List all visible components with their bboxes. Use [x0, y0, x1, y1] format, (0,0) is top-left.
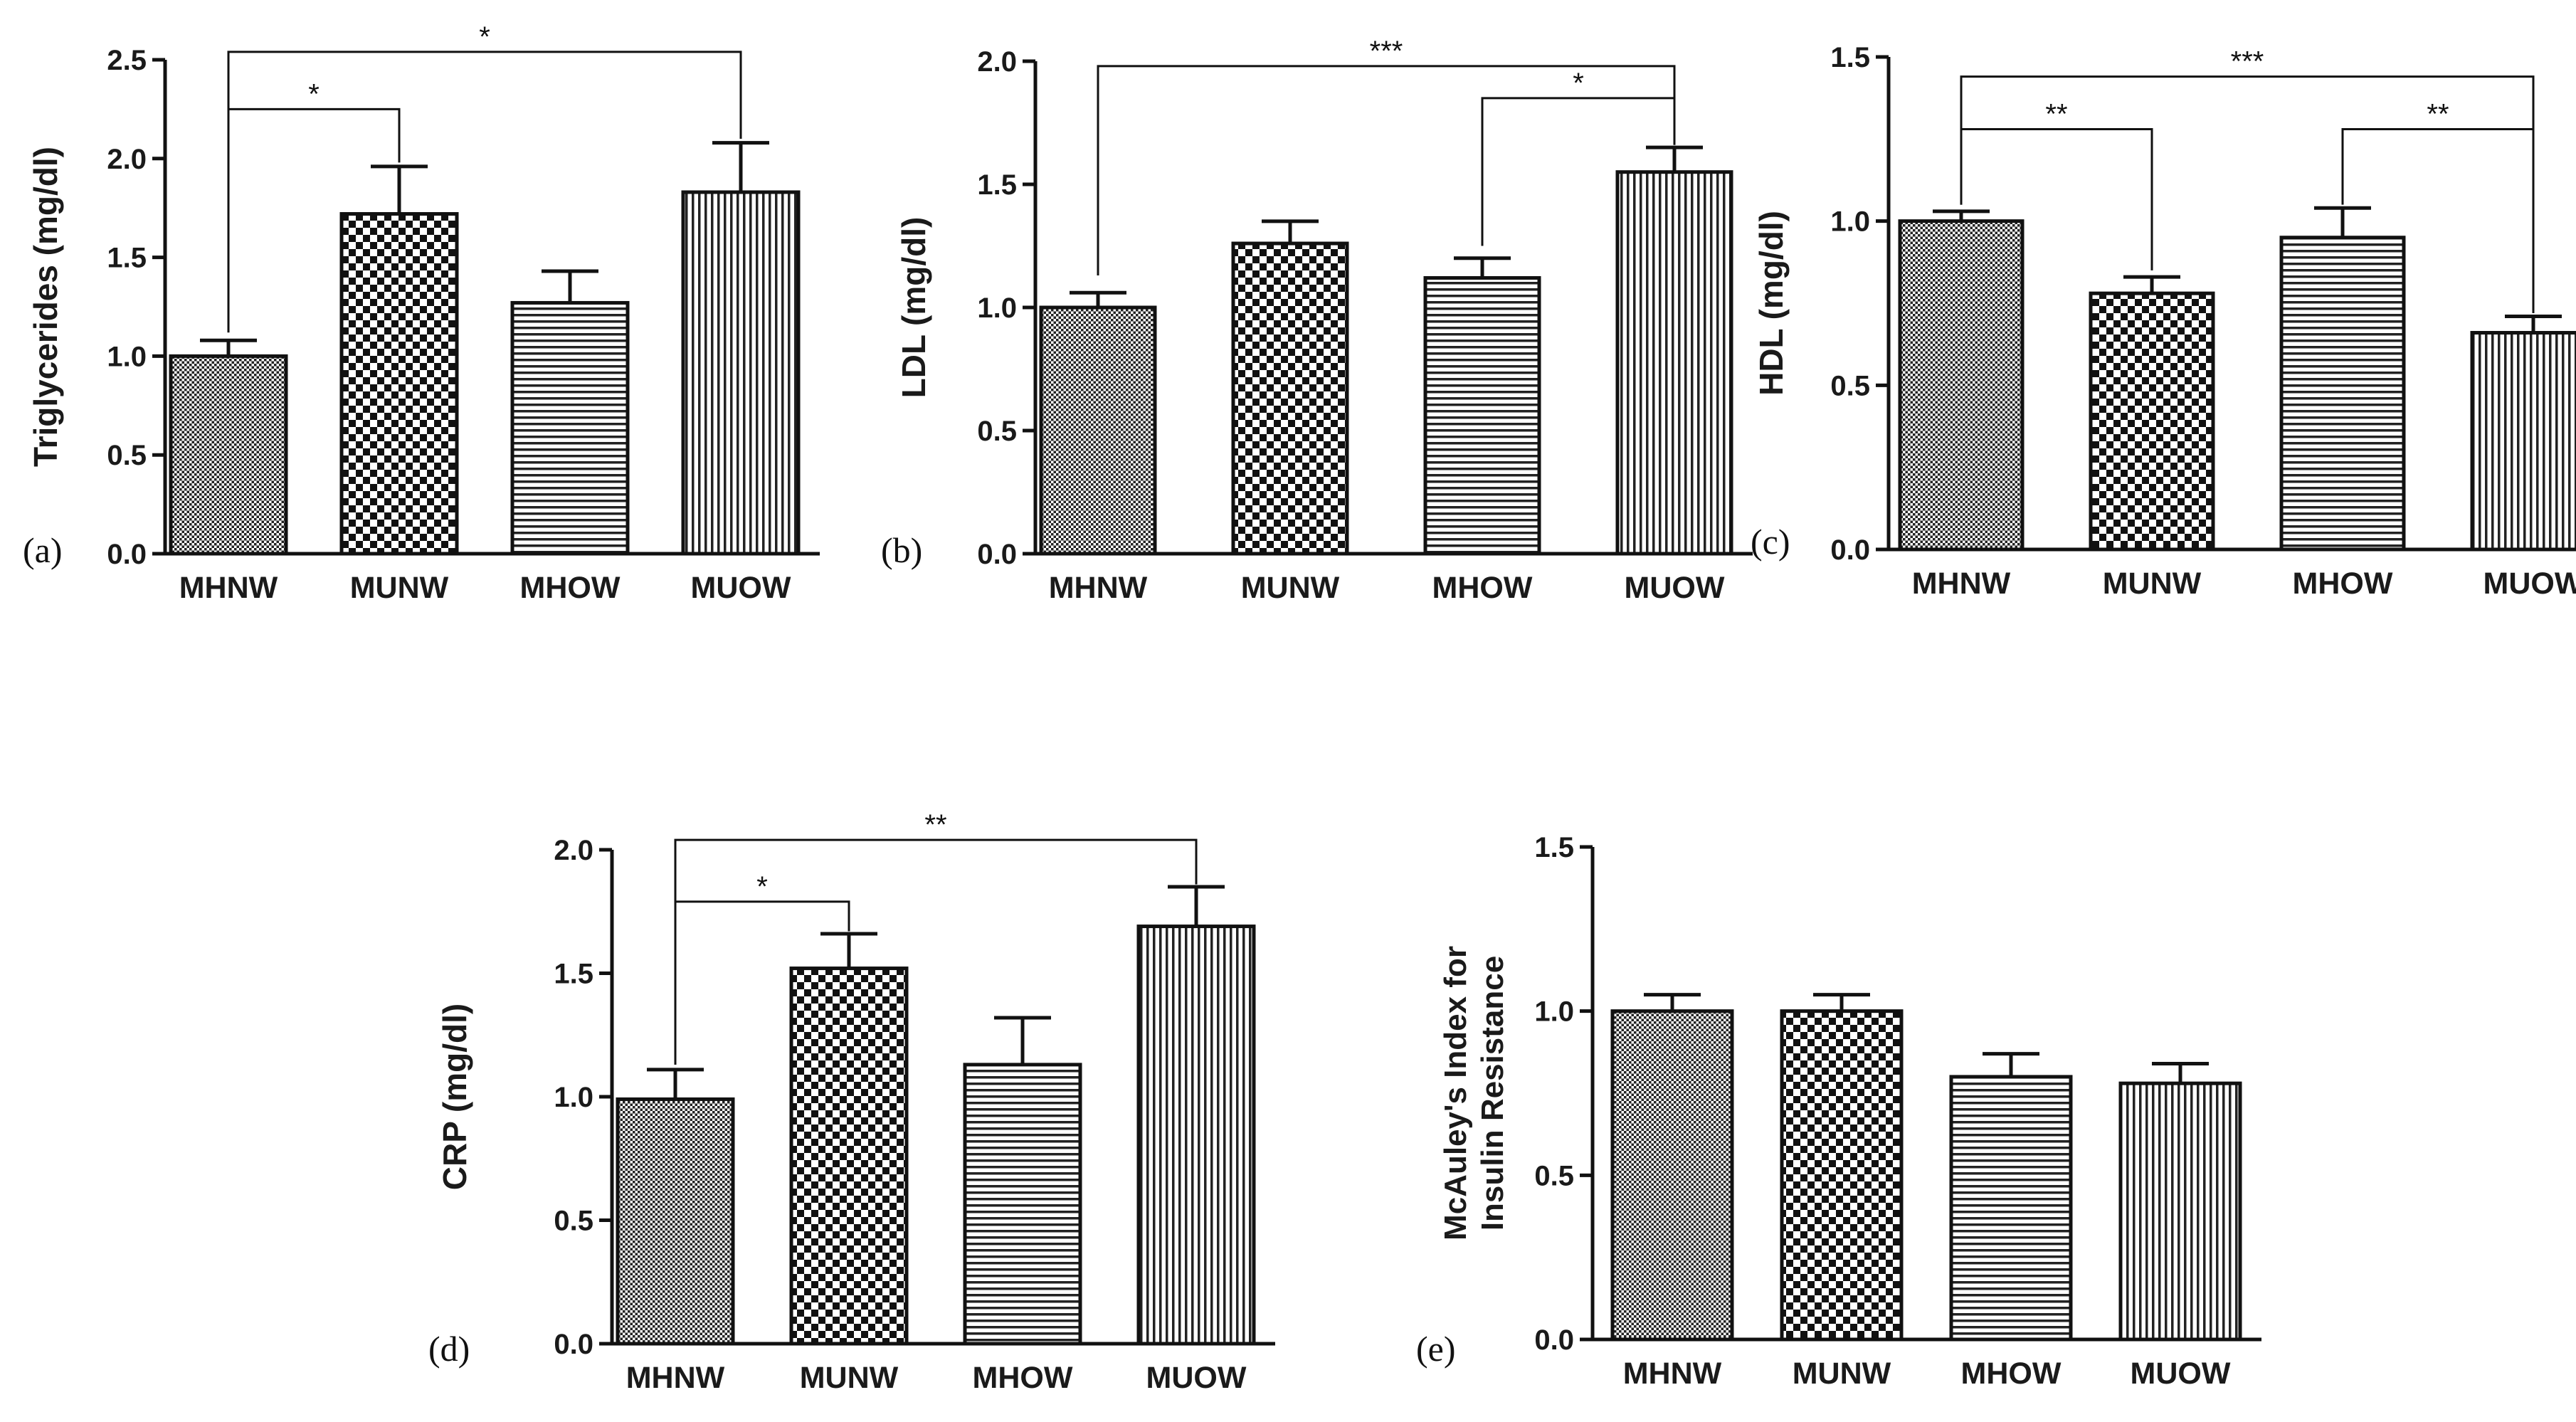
y-tick-label: 0.0 [1830, 534, 1870, 566]
bar-mhow [2279, 236, 2406, 552]
y-tick-label: 1.0 [1534, 996, 1574, 1028]
x-tick-label: MHNW [626, 1361, 725, 1395]
y-tick-label: 2.0 [554, 835, 593, 866]
y-tick-label: 0.5 [107, 440, 147, 471]
panel-label: (c) [1751, 522, 1790, 562]
bar-mhow [963, 1063, 1082, 1346]
x-tick-label: MUOW [691, 571, 791, 605]
x-tick-label: MUNW [2103, 567, 2202, 601]
bar-mhnw [1898, 219, 2025, 552]
bar-mhnw [169, 354, 288, 556]
x-tick-label: MHOW [1432, 571, 1533, 605]
bar-mhnw [1610, 1009, 1734, 1342]
bar-muow [1615, 170, 1733, 556]
chart-panel-5: 0.0 0.5 1.0 1.5 McAuley's Index for Insulin R… [1416, 832, 2261, 1391]
x-tick-label: MUNW [350, 571, 449, 605]
y-tick-label: 0.5 [554, 1206, 593, 1237]
y-tick-label: 1.0 [1830, 206, 1870, 238]
bar-mhow [510, 300, 630, 556]
y-tick-label: 1.5 [554, 959, 593, 990]
significance-bracket [2341, 127, 2535, 313]
y-axis-title: Triglycerides (mg/dl) [27, 147, 64, 467]
significance-label: * [308, 78, 320, 110]
x-tick-label: MUOW [1625, 571, 1725, 605]
x-tick-label: MHOW [973, 1361, 1073, 1395]
y-tick-label: 1.5 [107, 243, 147, 274]
bar-munw [1780, 1009, 1904, 1342]
x-tick-label: MUOW [1146, 1361, 1247, 1395]
bar-munw [339, 212, 459, 556]
y-tick-label: 1.0 [977, 293, 1017, 324]
panel-label: (e) [1416, 1329, 1456, 1369]
x-tick-label: MUOW [2483, 567, 2576, 601]
x-tick-label: MUNW [1241, 571, 1340, 605]
significance-label: ** [2045, 98, 2067, 130]
bar-muow [681, 190, 801, 556]
y-axis-title: CRP (mg/dl) [436, 1004, 473, 1190]
significance-label: * [756, 871, 768, 902]
y-tick-label: 0.0 [977, 539, 1017, 570]
x-tick-label: MHNW [1912, 567, 2011, 601]
chart-panel-3: 0.0 0.5 1.0 1.5 HDL (mg/dl) MHNW MUNW MHOW MUOW *… [1751, 42, 2576, 601]
significance-label: *** [2231, 46, 2264, 78]
y-axis-title-line: McAuley's Index for [1438, 946, 1473, 1241]
panel-label: (d) [428, 1329, 470, 1369]
y-axis-title: LDL (mg/dl) [895, 217, 932, 399]
y-axis-title: HDL (mg/dl) [1753, 211, 1790, 396]
x-tick-label: MUNW [1793, 1357, 1891, 1391]
bar-munw [1231, 241, 1349, 556]
bar-munw [789, 967, 909, 1346]
y-tick-label: 0.0 [107, 539, 147, 570]
bar-mhow [1949, 1075, 2073, 1342]
y-tick-label: 1.0 [554, 1082, 593, 1113]
x-tick-label: MHNW [1623, 1357, 1722, 1391]
significance-label: * [1573, 68, 1584, 99]
significance-bracket [227, 51, 742, 333]
significance-label: ** [924, 809, 946, 841]
x-tick-label: MHOW [2293, 567, 2393, 601]
y-tick-label: 2.0 [107, 144, 147, 175]
y-tick-label: 2.5 [107, 45, 147, 76]
panel-label: (b) [881, 530, 922, 570]
y-tick-label: 0.0 [554, 1329, 593, 1360]
x-tick-label: MHNW [1049, 571, 1148, 605]
significance-bracket [1481, 97, 1676, 246]
significance-label: ** [2427, 98, 2449, 130]
y-tick-label: 0.5 [1830, 370, 1870, 401]
bar-muow [1136, 925, 1256, 1346]
x-tick-label: MUNW [800, 1361, 899, 1395]
bar-mhnw [1039, 305, 1157, 556]
x-tick-label: MHOW [1961, 1357, 2062, 1391]
chart-panel-4: 0.0 0.5 1.0 1.5 2.0 CRP (mg/dl) MHNW MUNW MHOW MU… [428, 809, 1275, 1395]
bar-munw [2089, 291, 2215, 552]
y-tick-label: 0.0 [1534, 1324, 1574, 1356]
y-tick-label: 2.0 [977, 46, 1017, 78]
bar-mhnw [616, 1097, 735, 1346]
y-tick-label: 0.5 [1534, 1160, 1574, 1191]
chart-panel-2: 0.0 0.5 1.0 1.5 2.0 LDL (mg/dl) MHNW MUNW MHOW MU… [881, 36, 1753, 605]
panel-label: (a) [23, 530, 63, 570]
bar-muow [2118, 1081, 2242, 1342]
y-tick-label: 1.5 [1534, 832, 1574, 863]
significance-label: *** [1370, 36, 1403, 67]
y-tick-label: 1.5 [977, 169, 1017, 201]
x-tick-label: MHOW [520, 571, 621, 605]
chart-panel-1: 0.0 0.5 1.0 1.5 2.0 2.5 Triglycerides (mg/dl) M… [23, 21, 820, 605]
y-tick-label: 1.0 [107, 341, 147, 372]
x-tick-label: MHNW [179, 571, 278, 605]
y-tick-label: 0.5 [977, 416, 1017, 447]
bar-mhow [1423, 275, 1541, 556]
y-tick-label: 1.5 [1830, 42, 1870, 73]
y-axis-title-line: Insulin Resistance [1475, 956, 1510, 1231]
x-tick-label: MUOW [2131, 1357, 2231, 1391]
bar-muow [2470, 331, 2576, 552]
significance-label: * [479, 21, 490, 53]
significance-bracket [674, 838, 1198, 1065]
